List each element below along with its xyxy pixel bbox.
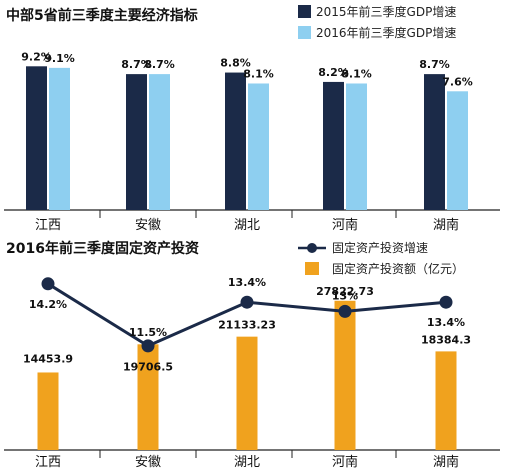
growth-point <box>41 277 55 291</box>
growth-value-label: 14.2% <box>29 298 67 311</box>
legend1-swatch-2015 <box>298 5 311 18</box>
legend2-label-growth: 固定资产投资增速 <box>332 240 428 255</box>
legend2-label-investment: 固定资产投资额（亿元） <box>332 261 464 276</box>
gdp-value-label: 8.8% <box>220 57 251 70</box>
investment-value-label: 27822.73 <box>316 285 374 298</box>
investment-bar <box>37 372 59 450</box>
gdp-bar-2015 <box>424 74 445 210</box>
chart2-category-label: 湖南 <box>433 454 459 469</box>
gdp-value-label: 9.1% <box>44 52 75 65</box>
chart2-category-label: 江西 <box>35 455 61 469</box>
gdp-bar-2016 <box>248 83 269 210</box>
investment-bar <box>236 336 258 450</box>
gdp-bar-2015 <box>126 74 147 210</box>
legend1-label-2015: 2015年前三季度GDP增速 <box>316 4 456 19</box>
investment-value-label: 18384.3 <box>421 333 471 346</box>
chart2-category-label: 河南 <box>332 454 358 469</box>
chart2-category-label: 湖北 <box>234 455 260 469</box>
gdp-value-label: 8.2% <box>318 66 349 79</box>
growth-point <box>141 339 155 353</box>
legend2-swatch-investment <box>305 262 319 275</box>
gdp-value-label: 8.7% <box>419 58 450 71</box>
chart1-category-label: 河南 <box>332 217 358 233</box>
growth-point <box>240 295 254 309</box>
gdp-value-label: 8.7% <box>144 58 175 71</box>
gdp-value-label: 8.7% <box>121 58 152 71</box>
chart2-title: 2016年前三季度固定资产投资 <box>6 240 199 257</box>
gdp-bar-2016 <box>149 74 170 210</box>
legend2-marker-swatch <box>307 243 317 253</box>
gdp-value-label: 9.2% <box>21 50 52 63</box>
gdp-bar-2015 <box>26 66 47 210</box>
gdp-bar-2015 <box>323 81 344 210</box>
chart2-category-label: 安徽 <box>135 455 161 469</box>
chart1-category-label: 安徽 <box>135 218 161 233</box>
chart1-title: 中部5省前三季度主要经济指标 <box>6 7 198 24</box>
growth-value-label: 13.4% <box>228 276 266 289</box>
gdp-value-label: 7.6% <box>442 75 473 88</box>
growth-value-label: 13% <box>332 289 358 302</box>
chart1-category-label: 湖北 <box>234 218 260 233</box>
gdp-bar-2015 <box>225 72 246 210</box>
growth-point <box>439 295 453 309</box>
investment-bar <box>435 351 457 450</box>
growth-value-label: 11.5% <box>129 326 167 339</box>
growth-line <box>47 282 447 348</box>
gdp-bar-2016 <box>49 67 70 210</box>
growth-value-label: 13.4% <box>427 316 465 329</box>
investment-value-label: 19706.5 <box>123 360 173 373</box>
growth-point <box>338 304 352 318</box>
investment-bar <box>334 300 356 450</box>
investment-bar <box>137 344 159 450</box>
gdp-bar-2016 <box>346 83 367 210</box>
investment-value-label: 14453.9 <box>23 352 73 365</box>
gdp-bar-2016 <box>447 91 468 210</box>
chart1-category-label: 江西 <box>35 218 61 233</box>
legend1-swatch-2016 <box>298 26 311 39</box>
gdp-value-label: 8.1% <box>243 67 274 80</box>
chart1-category-label: 湖南 <box>433 217 459 233</box>
investment-value-label: 21133.23 <box>218 319 276 332</box>
gdp-value-label: 8.1% <box>341 67 372 80</box>
legend1-label-2016: 2016年前三季度GDP增速 <box>316 25 456 40</box>
